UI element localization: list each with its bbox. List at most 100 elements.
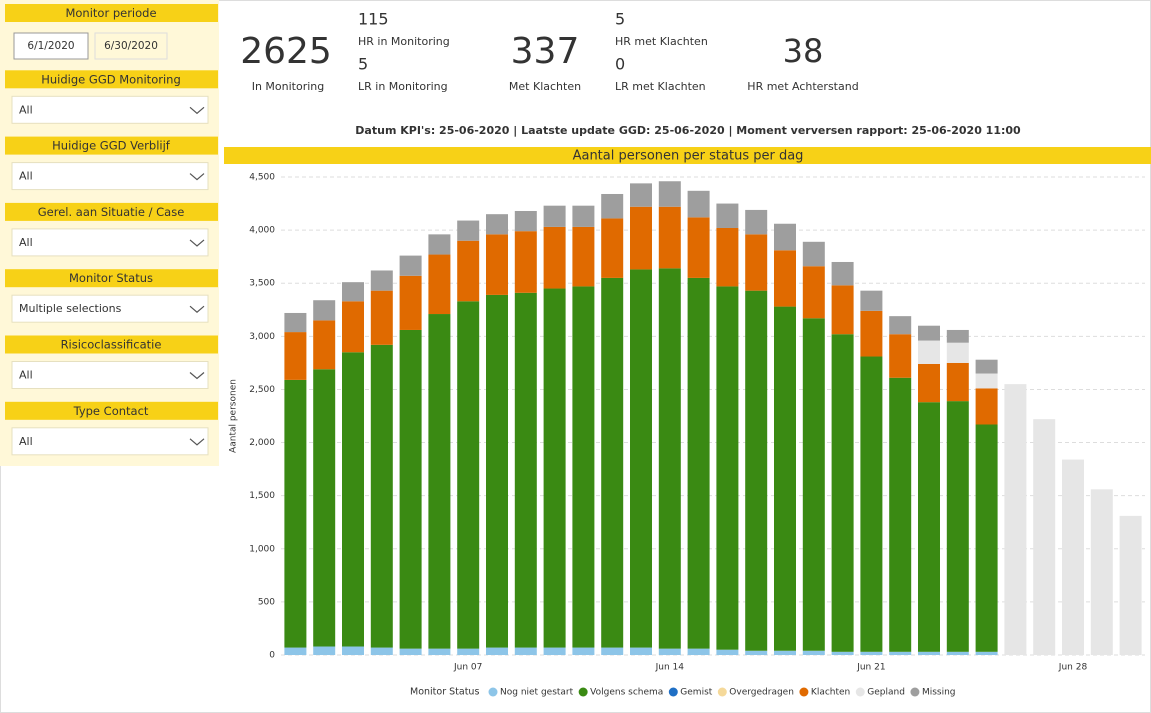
chart-title: Aantal personen per status per dag [573, 149, 804, 164]
dropdown-value: All [19, 103, 33, 116]
bar-segment [601, 647, 624, 655]
bar-segment [687, 217, 710, 278]
dropdown-value: All [19, 435, 33, 448]
bar-segment [486, 647, 508, 655]
filter-title: Monitor Status [69, 271, 153, 285]
bar-segment [946, 342, 969, 363]
legend-label: Volgens schema [590, 688, 663, 698]
legend-label: Klachten [811, 688, 850, 698]
bar-segment [918, 363, 940, 403]
dropdown-arrow [189, 438, 205, 446]
bar-segment [831, 651, 854, 655]
bar-segment [802, 650, 825, 655]
bar-segment [342, 646, 364, 655]
filter-header [5, 136, 218, 155]
bar-segment [486, 234, 508, 295]
bar-segment [1033, 419, 1056, 655]
bar-segment [399, 255, 422, 276]
y-tick-label: 1,000 [249, 544, 275, 554]
y-tick-label: 3,000 [249, 332, 275, 342]
bar-segment [946, 329, 969, 343]
bar-segment [342, 282, 364, 302]
kpi-label: Met Klachten [509, 80, 581, 93]
dropdown[interactable] [11, 95, 209, 124]
bar-segment [716, 227, 739, 287]
bar-segment [543, 226, 566, 289]
legend-swatch [578, 687, 588, 697]
bar-segment [774, 223, 796, 251]
bar-segment [774, 650, 796, 655]
bar-segment [831, 285, 854, 335]
bar-segment [457, 220, 480, 241]
bar-segment [601, 218, 624, 278]
bar-segment [630, 206, 652, 270]
kpi-value: 5 [358, 55, 368, 74]
dropdown[interactable] [11, 361, 209, 389]
dropdown-arrow [189, 239, 205, 247]
bar-segment [630, 269, 652, 648]
bar-segment [313, 646, 336, 655]
bar-segment [514, 210, 537, 232]
chart-title-bar [224, 147, 1151, 164]
filter-header [5, 335, 218, 354]
x-tick-label: Jun 07 [453, 663, 482, 673]
bar-segment [572, 647, 595, 655]
bar-segment [658, 268, 681, 649]
dropdown-value: All [19, 369, 33, 382]
dropdown-value: Multiple selections [19, 302, 122, 315]
bar-segment [428, 234, 451, 255]
kpi-value: 38 [783, 32, 824, 70]
bar-segment [975, 388, 998, 425]
bar-segment [514, 292, 537, 648]
bar-segment [658, 181, 681, 207]
date-input[interactable] [94, 32, 168, 60]
bar-segment [802, 266, 825, 319]
kpi-label: In Monitoring [252, 80, 325, 93]
filter-header [5, 4, 218, 22]
bar-segment [313, 300, 336, 321]
y-tick-label: 1,500 [249, 491, 275, 501]
bar-segment [342, 301, 364, 353]
y-tick-label: 2,000 [249, 438, 275, 448]
dropdown[interactable] [11, 162, 209, 191]
bar-segment [745, 290, 768, 651]
dropdown-arrow [189, 106, 205, 115]
bar-segment [745, 209, 768, 235]
bar-segment [572, 205, 595, 227]
bar-segment [716, 286, 739, 650]
dropdown[interactable] [11, 427, 209, 456]
bar-segment [802, 318, 825, 651]
bar-segment [889, 651, 912, 655]
legend-swatch [910, 687, 920, 697]
bar-segment [687, 277, 710, 649]
filter-title: Monitor periode [65, 6, 156, 20]
filter-title: Risicoclassificatie [61, 338, 162, 352]
bar-segment [774, 306, 796, 651]
bar-segment [514, 231, 537, 293]
bar-segment [745, 650, 768, 655]
bar-segment [716, 649, 739, 655]
bar-segment [630, 183, 652, 207]
bar-segment [370, 647, 393, 655]
bar-segment [370, 270, 393, 291]
filter-header [5, 202, 218, 221]
filter-header [5, 401, 218, 420]
bar-segment [1090, 489, 1113, 655]
dropdown[interactable] [11, 294, 209, 323]
date-input[interactable] [13, 32, 89, 60]
bar-segment [543, 205, 566, 227]
dropdown-value: All [19, 170, 33, 183]
y-axis-label: Aantal personen [229, 379, 239, 453]
dropdown[interactable] [11, 228, 209, 257]
bar-segment [428, 254, 451, 315]
dropdown-arrow [189, 173, 205, 181]
bar-segment [399, 648, 422, 655]
bar-segment [284, 312, 307, 333]
filter-title: Gerel. aan Situatie / Case [38, 205, 185, 219]
kpi-label: HR in Monitoring [358, 35, 450, 48]
bar-segment [572, 286, 595, 648]
legend-label: Gemist [680, 688, 712, 698]
legend-swatch [717, 687, 727, 697]
filter-header [5, 70, 218, 89]
x-tick-label: Jun 28 [1058, 663, 1088, 673]
